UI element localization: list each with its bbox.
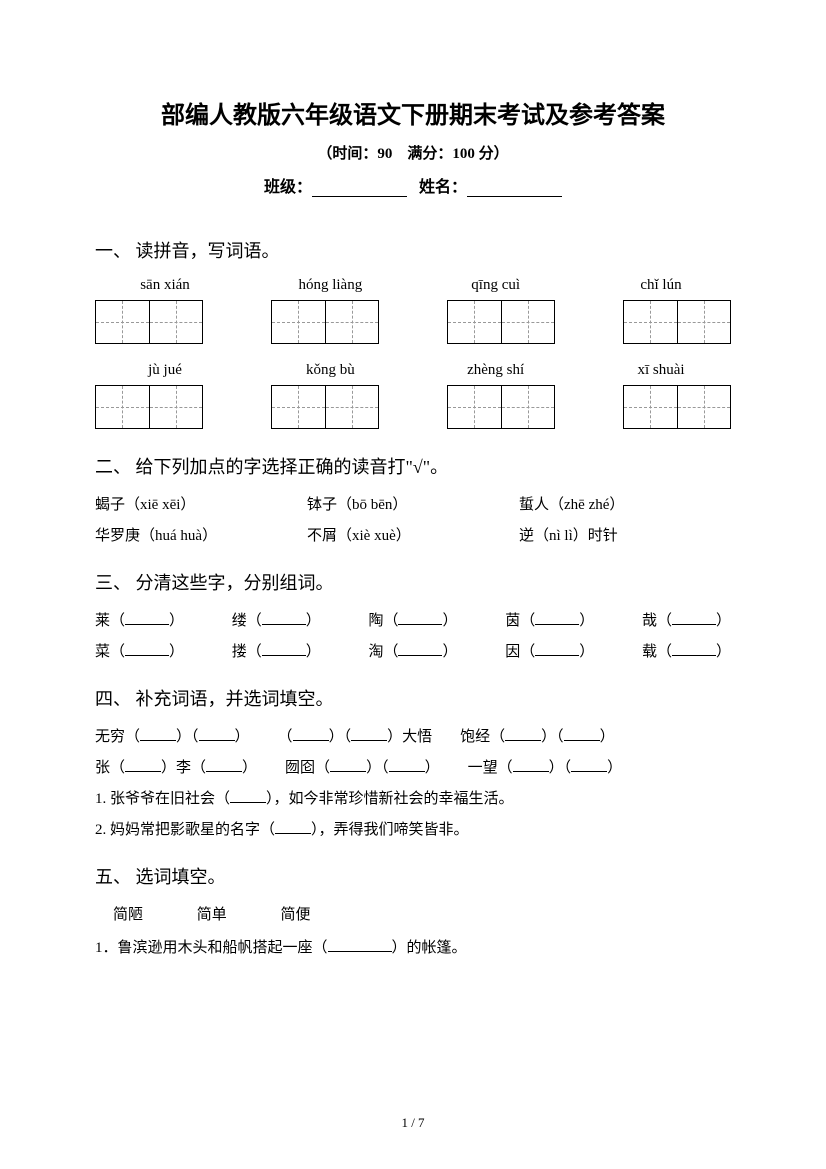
- q2-item: 蝎子（xiē xēi）: [95, 493, 307, 514]
- q5-sentence: 1．鲁滨逊用木头和船帆搭起一座（）的帐篷。: [95, 936, 731, 957]
- char-box[interactable]: [623, 385, 731, 429]
- q3-item: 茵（）: [505, 609, 594, 630]
- word-option: 简单: [197, 907, 227, 923]
- q4-item: （）（）大悟: [278, 725, 433, 746]
- char-box[interactable]: [447, 300, 555, 344]
- char-box[interactable]: [623, 300, 731, 344]
- pinyin-label: xī shuài: [591, 362, 731, 379]
- char-box[interactable]: [447, 385, 555, 429]
- section-5-header: 五、 选词填空。: [95, 863, 731, 889]
- q4-sentence: 1. 张爷爷在旧社会（），如今非常珍惜新社会的幸福生活。: [95, 787, 731, 808]
- fill-blank[interactable]: [505, 727, 541, 741]
- name-label: 姓名：: [419, 179, 467, 196]
- fill-blank[interactable]: [513, 758, 549, 772]
- pinyin-row-2: jù jué kǒng bù zhèng shí xī shuài: [95, 362, 731, 379]
- section-2-header: 二、 给下列加点的字选择正确的读音打"√"。: [95, 453, 731, 479]
- pinyin-label: qīng cuì: [426, 277, 566, 294]
- q4-sentence: 2. 妈妈常把影歌星的名字（），弄得我们啼笑皆非。: [95, 818, 731, 839]
- q3-row: 菜（） 搂（） 淘（） 因（） 载（）: [95, 640, 731, 661]
- q3-item: 缕（）: [232, 609, 321, 630]
- page-number: 1 / 7: [0, 1115, 826, 1131]
- name-blank[interactable]: [467, 181, 562, 197]
- fill-blank[interactable]: [571, 758, 607, 772]
- section-1-header: 一、 读拼音，写词语。: [95, 237, 731, 263]
- word-option: 简便: [281, 907, 311, 923]
- q2-row: 华罗庚（huá huà） 不屑（xiè xuè） 逆（nì lì）时针: [95, 524, 731, 545]
- fill-blank[interactable]: [330, 758, 366, 772]
- q4-item: 饱经（）（）: [460, 725, 615, 746]
- char-box-row: [95, 300, 731, 344]
- q2-item: 逆（nì lì）时针: [519, 524, 731, 545]
- char-box-row: [95, 385, 731, 429]
- q4-item: 无穷（）（）: [95, 725, 250, 746]
- q4-item: 张（）李（）: [95, 756, 257, 777]
- q2-item: 不屑（xiè xuè）: [307, 524, 519, 545]
- class-label: 班级：: [264, 179, 312, 196]
- fill-blank[interactable]: [230, 789, 266, 803]
- q3-item: 因（）: [505, 640, 594, 661]
- fill-blank[interactable]: [328, 938, 392, 952]
- q3-item: 菜（）: [95, 640, 184, 661]
- q2-row: 蝎子（xiē xēi） 钵子（bō bēn） 蜇人（zhē zhé）: [95, 493, 731, 514]
- fill-blank[interactable]: [389, 758, 425, 772]
- fill-blank[interactable]: [535, 611, 579, 625]
- fill-blank[interactable]: [125, 642, 169, 656]
- pinyin-label: chǐ lún: [591, 277, 731, 294]
- char-box[interactable]: [271, 300, 379, 344]
- char-box[interactable]: [271, 385, 379, 429]
- subtitle: （时间：90 满分：100 分）: [95, 142, 731, 163]
- pinyin-label: zhèng shí: [426, 362, 566, 379]
- pinyin-label: jù jué: [95, 362, 235, 379]
- fill-blank[interactable]: [140, 727, 176, 741]
- q2-item: 蜇人（zhē zhé）: [519, 493, 731, 514]
- fill-blank[interactable]: [672, 642, 716, 656]
- q2-item: 钵子（bō bēn）: [307, 493, 519, 514]
- fill-blank[interactable]: [125, 758, 161, 772]
- fill-blank[interactable]: [398, 642, 442, 656]
- char-box[interactable]: [95, 300, 203, 344]
- q4-item: 一望（）（）: [468, 756, 623, 777]
- section-3-header: 三、 分清这些字，分别组词。: [95, 569, 731, 595]
- q3-item: 哉（）: [642, 609, 731, 630]
- page-title: 部编人教版六年级语文下册期末考试及参考答案: [95, 95, 731, 130]
- fill-blank[interactable]: [672, 611, 716, 625]
- char-box[interactable]: [95, 385, 203, 429]
- q3-item: 淘（）: [368, 640, 457, 661]
- fill-blank[interactable]: [262, 642, 306, 656]
- pinyin-row-1: sān xián hóng liàng qīng cuì chǐ lún: [95, 277, 731, 294]
- word-option: 简陋: [113, 907, 143, 923]
- section-4-header: 四、 补充词语，并选词填空。: [95, 685, 731, 711]
- q3-item: 载（）: [642, 640, 731, 661]
- pinyin-label: hóng liàng: [260, 277, 400, 294]
- fill-blank[interactable]: [564, 727, 600, 741]
- pinyin-label: sān xián: [95, 277, 235, 294]
- fill-blank[interactable]: [206, 758, 242, 772]
- fill-blank[interactable]: [535, 642, 579, 656]
- q3-row: 莱（） 缕（） 陶（） 茵（） 哉（）: [95, 609, 731, 630]
- fill-blank[interactable]: [275, 820, 311, 834]
- class-blank[interactable]: [312, 181, 407, 197]
- student-info: 班级： 姓名：: [95, 173, 731, 197]
- fill-blank[interactable]: [293, 727, 329, 741]
- q5-word-bank: 简陋 简单 简便: [95, 903, 731, 924]
- fill-blank[interactable]: [398, 611, 442, 625]
- q3-item: 陶（）: [368, 609, 457, 630]
- q4-item: 囫囵（）（）: [285, 756, 440, 777]
- q2-item: 华罗庚（huá huà）: [95, 524, 307, 545]
- fill-blank[interactable]: [199, 727, 235, 741]
- fill-blank[interactable]: [125, 611, 169, 625]
- q3-item: 搂（）: [232, 640, 321, 661]
- q4-row: 张（）李（） 囫囵（）（） 一望（）（）: [95, 756, 731, 777]
- pinyin-label: kǒng bù: [260, 362, 400, 379]
- q3-item: 莱（）: [95, 609, 184, 630]
- q4-row: 无穷（）（） （）（）大悟 饱经（）（）: [95, 725, 731, 746]
- fill-blank[interactable]: [351, 727, 387, 741]
- fill-blank[interactable]: [262, 611, 306, 625]
